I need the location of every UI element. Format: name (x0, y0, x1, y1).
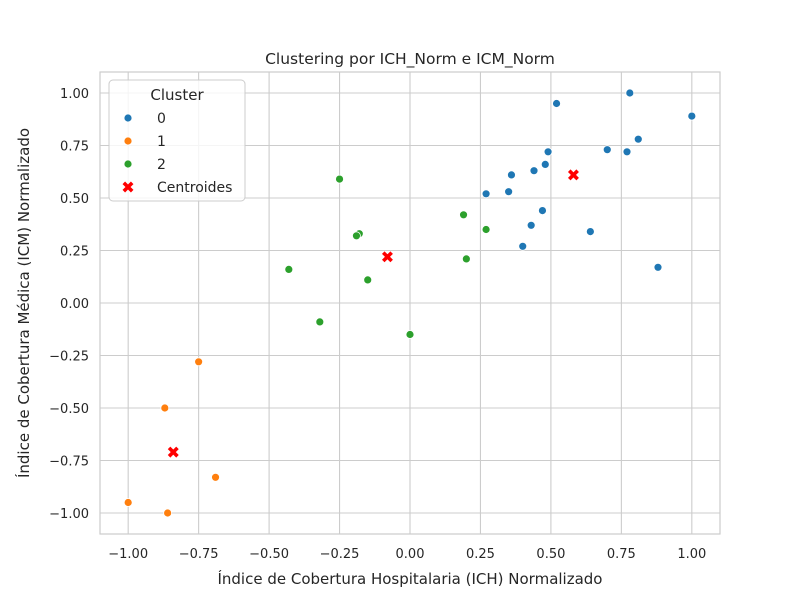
x-tick-label: −0.75 (179, 547, 219, 562)
legend-entries: 0 1 2 Centroides (122, 111, 232, 196)
centroid-marker (167, 446, 179, 458)
x-tick-label: −1.00 (108, 547, 148, 562)
point-cluster-0 (538, 206, 547, 216)
point-cluster-1 (123, 498, 133, 507)
plot-frame (99, 71, 721, 535)
legend-label: Centroides (157, 180, 232, 196)
legend-marker-centroides (122, 181, 134, 193)
legend-marker-0 (123, 113, 133, 123)
y-tick-label: −0.50 (49, 402, 89, 417)
point-cluster-0 (543, 147, 553, 157)
legend-label: 1 (157, 134, 166, 150)
point-cluster-0 (687, 111, 697, 121)
point-cluster-1 (211, 472, 220, 482)
point-cluster-0 (585, 227, 595, 237)
y-tick-label: 1.00 (60, 87, 89, 102)
x-tick-label: 0.25 (466, 547, 495, 562)
legend: Cluster 0 1 2 Centroides (108, 79, 246, 202)
point-cluster-2 (405, 330, 415, 339)
point-cluster-2 (481, 225, 491, 234)
point-cluster-0 (625, 88, 635, 98)
x-tick-label: −0.50 (249, 547, 289, 562)
y-axis-label: Índice de Cobertura Médica (ICM) Normali… (14, 128, 33, 478)
point-cluster-2 (461, 254, 471, 264)
data-points (123, 88, 697, 518)
chart-title: Clustering por ICH_Norm e ICM_Norm (265, 50, 555, 69)
point-cluster-1 (163, 508, 173, 518)
point-cluster-1 (160, 403, 170, 413)
centroid-marker (381, 251, 393, 263)
point-cluster-0 (653, 262, 663, 272)
point-cluster-2 (459, 210, 468, 220)
x-tick-label: −0.25 (320, 547, 360, 562)
legend-title: Cluster (150, 86, 204, 104)
y-tick-label: 0.00 (60, 297, 89, 312)
y-tick-label: −0.25 (49, 350, 89, 365)
x-tick-label: 0.50 (536, 547, 565, 562)
point-cluster-2 (315, 317, 325, 327)
x-axis-label: Índice de Cobertura Hospitalaria (ICH) N… (217, 569, 602, 588)
y-tick-label: 0.25 (60, 245, 89, 260)
point-cluster-0 (504, 187, 514, 197)
point-cluster-2 (352, 231, 361, 241)
point-cluster-0 (552, 99, 561, 108)
point-cluster-0 (602, 145, 612, 155)
point-cluster-2 (363, 275, 373, 285)
tick-labels: −1.00 −0.75 −0.50 −0.25 0.00 0.25 0.50 0.75 1.00… (49, 87, 706, 562)
legend-marker-2 (123, 159, 133, 169)
y-tick-label: 0.75 (60, 140, 89, 155)
point-cluster-0 (622, 147, 632, 157)
centroid-marker (567, 169, 579, 181)
legend-box (108, 79, 246, 202)
point-cluster-0 (526, 220, 536, 230)
point-cluster-0 (481, 189, 491, 199)
y-tick-label: 0.50 (60, 192, 89, 207)
point-cluster-2 (284, 264, 294, 274)
point-cluster-1 (194, 357, 204, 367)
y-tick-label: −0.75 (49, 455, 89, 470)
grid-lines (100, 72, 720, 534)
point-cluster-0 (540, 159, 550, 169)
legend-label: 0 (157, 111, 166, 127)
x-tick-label: 1.00 (677, 547, 706, 562)
point-cluster-0 (518, 241, 528, 251)
legend-marker-1 (123, 136, 133, 146)
point-cluster-0 (633, 134, 643, 144)
point-cluster-2 (335, 174, 344, 184)
y-tick-label: −1.00 (49, 507, 89, 522)
point-cluster-0 (529, 166, 539, 176)
point-cluster-0 (507, 170, 516, 180)
x-tick-label: 0.00 (396, 547, 425, 562)
x-tick-label: 0.75 (607, 547, 636, 562)
legend-label: 2 (157, 157, 166, 173)
